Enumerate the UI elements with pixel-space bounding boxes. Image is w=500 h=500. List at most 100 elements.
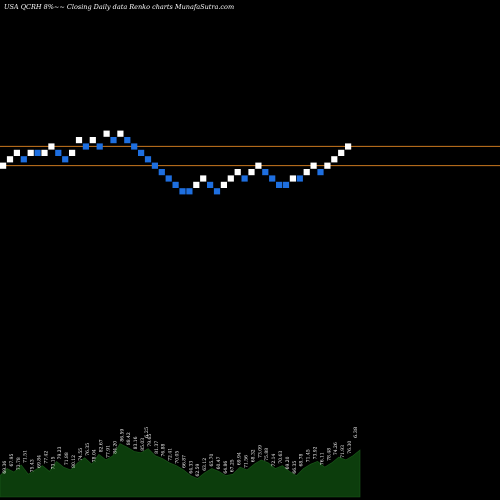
volume-area: [0, 443, 361, 498]
volume-label: 88.42: [126, 432, 132, 445]
renko-brick-down: [241, 175, 248, 182]
volume-label: 67.95: [9, 453, 15, 466]
renko-brick-up: [331, 156, 338, 163]
volume-label: 63.12: [202, 458, 208, 471]
renko-brick-down: [172, 181, 179, 188]
renko-brick-down: [262, 169, 269, 176]
volume-label: 64.33: [188, 461, 194, 474]
renko-brick-down: [179, 188, 186, 195]
volume-label: 65.70: [209, 453, 215, 466]
renko-brick-down: [158, 169, 165, 176]
volume-label: 76.88: [161, 443, 167, 456]
renko-brick-up: [41, 149, 48, 156]
volume-label: 76.30: [347, 441, 353, 454]
renko-brick-down: [62, 156, 69, 163]
chart-title: USA QCRH 8%~~ Closing Daily data Renko c…: [4, 3, 235, 11]
volume-label: 71.45: [306, 449, 312, 462]
volume-label: 69.36: [2, 461, 8, 474]
renko-brick-down: [131, 143, 138, 150]
renko-brick-up: [6, 156, 14, 163]
volume-label: 73.15: [50, 456, 56, 469]
volume-label: 64.86: [223, 461, 229, 474]
volume-label: 68.32: [250, 449, 256, 462]
volume-label: 86.59: [119, 429, 125, 442]
volume-label: 79.23: [57, 446, 63, 459]
volume-label: 85.03: [140, 438, 146, 451]
volume-label: 73.09: [257, 445, 263, 458]
renko-brick-down: [124, 137, 131, 144]
renko-brick-up: [27, 149, 34, 156]
renko-brick-up: [234, 169, 241, 176]
volume-label: 70.05: [175, 451, 181, 464]
volume-last-label: 6.38: [353, 427, 359, 438]
renko-brick-down: [151, 162, 158, 169]
volume-label: 70.63: [278, 451, 284, 464]
volume-label: 76.35: [85, 443, 91, 456]
renko-brick-down: [20, 156, 27, 163]
renko-brick-up: [310, 162, 317, 169]
volume-label: 71.56: [244, 455, 250, 468]
renko-brick-up: [0, 162, 7, 169]
renko-brick-down: [213, 188, 221, 195]
volume-label: 84.20: [112, 441, 118, 454]
renko-brick-down: [144, 156, 152, 163]
volume-label: 73.92: [313, 446, 319, 459]
renko-brick-up: [193, 181, 200, 188]
renko-brick-up: [338, 149, 345, 156]
volume-label: 72.41: [168, 448, 174, 461]
volume-label: 69.84: [37, 455, 43, 468]
renko-brick-down: [317, 169, 324, 176]
volume-area-path: [0, 443, 361, 498]
renko-brick-down: [276, 181, 283, 188]
renko-brick-up: [89, 137, 96, 144]
renko-brick-up: [248, 169, 255, 176]
volume-label: 69.94: [237, 452, 243, 465]
renko-brick-down: [138, 149, 145, 156]
volume-label: 71.88: [64, 452, 70, 465]
volume-label: 75.43: [30, 459, 36, 472]
volume-label: 81.37: [154, 441, 160, 454]
volume-label: 72.14: [271, 453, 277, 466]
renko-bricks: [0, 130, 352, 195]
renko-brick-down: [96, 143, 103, 150]
renko-brick-down: [55, 149, 62, 156]
renko-brick-down: [34, 149, 41, 156]
renko-brick-up: [255, 162, 262, 169]
volume-label: 78.48: [326, 448, 332, 461]
renko-brick-down: [186, 188, 193, 195]
renko-brick-down: [282, 181, 290, 188]
volume-label: 74.26: [333, 442, 339, 455]
renko-brick-up: [200, 175, 207, 182]
volume-label: 66.87: [181, 455, 187, 468]
volume-label: 66.35: [292, 461, 298, 474]
renko-brick-up: [220, 181, 227, 188]
renko-brick-up: [345, 143, 352, 150]
volume-label: 71.93: [340, 445, 346, 458]
volume-label: 76.11: [319, 452, 325, 465]
renko-brick-up: [289, 175, 296, 182]
volume-label: 62.59: [195, 463, 201, 476]
volume-label: 80.12: [71, 455, 77, 468]
volume-label: 79.65: [147, 434, 153, 447]
renko-brick-down: [296, 175, 303, 182]
volume-label: 73.78: [16, 457, 22, 470]
renko-brick-up: [69, 149, 76, 156]
volume-label: 83.16: [133, 436, 139, 449]
volume-label: 67.25: [230, 459, 236, 472]
volume-label: 77.91: [106, 445, 112, 458]
volume-peak-label: 6.25: [144, 427, 150, 438]
renko-brick-down: [269, 175, 276, 182]
volume-label: 71.51: [23, 450, 29, 463]
volume-label: 82.67: [99, 439, 105, 452]
volume-label: 60.47: [216, 456, 222, 469]
renko-brick-up: [13, 149, 20, 156]
renko-brick-down: [207, 181, 214, 188]
renko-brick-down: [110, 137, 117, 144]
renko-brick-down: [165, 175, 172, 182]
renko-brick-up: [227, 175, 234, 182]
volume-label: 75.88: [264, 448, 270, 461]
renko-brick-up: [75, 137, 83, 144]
volume-label: 77.42: [43, 451, 49, 464]
